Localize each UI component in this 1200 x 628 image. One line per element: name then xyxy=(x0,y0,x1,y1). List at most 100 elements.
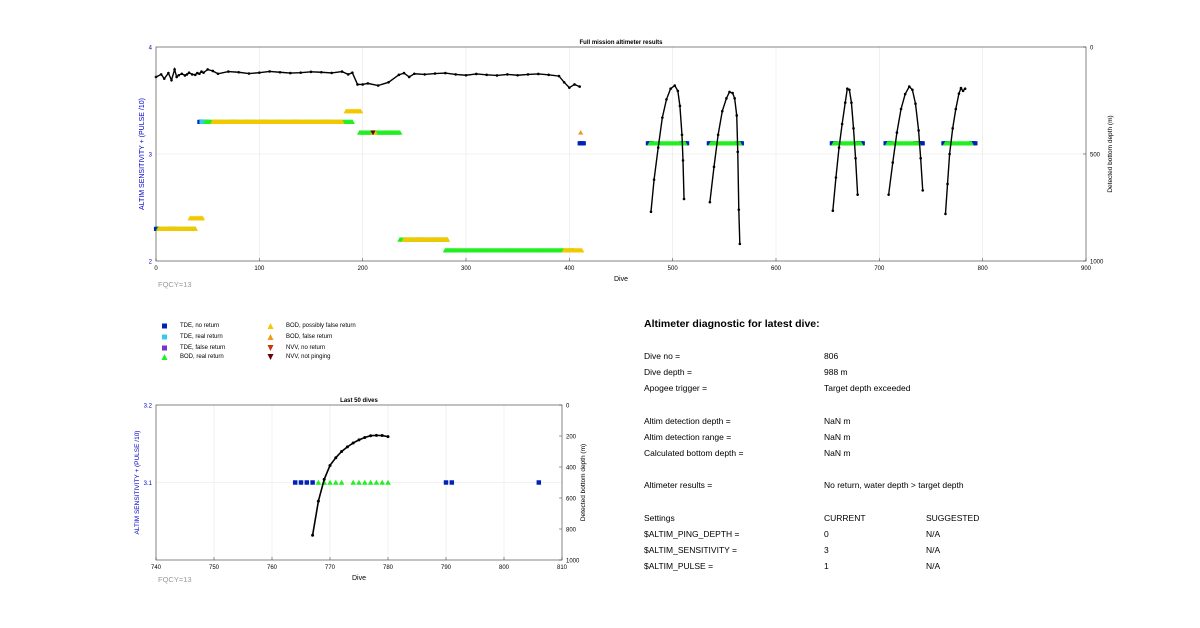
main-plot-ticks: 0 100 200 300 400 500 600 700 800 900 2 3 4 0 500 1000 xyxy=(149,46,1104,273)
bottom-depth-point xyxy=(159,73,163,76)
diagnostic-title: Altimeter diagnostic for latest dive: xyxy=(644,318,820,330)
legend-label: NVV, not pinging xyxy=(286,354,331,360)
bottom-depth-point xyxy=(961,89,965,93)
x-tick-label: 400 xyxy=(564,266,575,272)
calculated-bottom-label: Calculated bottom depth = xyxy=(644,448,744,458)
bottom-depth-point xyxy=(196,71,199,75)
ping-depth-row: $ALTIM_PING_DEPTH = 0 N/A xyxy=(644,529,1064,541)
data-marker xyxy=(858,140,864,146)
bottom-depth-point xyxy=(334,456,338,460)
bottom-depth-point xyxy=(957,92,961,95)
main-plot-data xyxy=(153,66,978,253)
bottom-depth-point xyxy=(725,97,728,100)
pulse-suggested: N/A xyxy=(926,561,941,571)
bottom-depth-point xyxy=(716,133,720,137)
bottom-depth-point xyxy=(911,88,914,92)
bottom-depth-point xyxy=(173,68,176,71)
bottom-depth-point xyxy=(919,156,922,160)
bottom-depth-point xyxy=(423,73,426,76)
ping-depth-label: $ALTIM_PING_DEPTH = xyxy=(644,529,740,539)
left-y-tick-label: 2 xyxy=(149,260,153,266)
x-tick-label: 760 xyxy=(267,565,278,571)
data-marker xyxy=(578,130,584,135)
data-marker xyxy=(304,480,310,485)
legend-item: BOD, false return xyxy=(264,333,332,341)
mini-plot-x-axis-label: Dive xyxy=(352,575,366,582)
legend-swatch-bod-real-return xyxy=(161,354,168,360)
bottom-depth-point xyxy=(454,73,457,76)
data-marker xyxy=(682,140,688,146)
data-marker xyxy=(292,480,298,485)
legend-item: NVV, no return xyxy=(264,344,325,352)
apogee-trigger-value: Target depth exceeded xyxy=(824,383,911,393)
data-marker xyxy=(737,140,743,146)
data-marker xyxy=(327,479,333,485)
legend-item: BOD, possibly false return xyxy=(264,322,356,330)
data-marker xyxy=(739,141,744,146)
bottom-depth-point xyxy=(407,75,411,79)
bottom-depth-point xyxy=(562,81,566,84)
bottom-depth-point xyxy=(848,88,851,92)
bottom-depth-point xyxy=(946,182,949,186)
x-tick-label: 780 xyxy=(383,565,394,571)
right-y-tick-label: 400 xyxy=(566,466,577,472)
bottom-depth-point xyxy=(376,84,380,87)
apogee-trigger-label: Apogee trigger = xyxy=(644,383,708,393)
right-y-tick-label: 500 xyxy=(1090,153,1101,159)
bottom-depth-point xyxy=(831,209,835,213)
bottom-depth-point xyxy=(351,441,355,445)
x-tick-label: 750 xyxy=(209,565,220,571)
bottom-depth-point xyxy=(526,73,530,76)
x-tick-label: 900 xyxy=(1081,266,1092,272)
legend-label: TDE, no return xyxy=(180,323,220,329)
mini-plot-fqcy-label: FQCY=13 xyxy=(158,575,192,584)
bottom-depth-point xyxy=(854,156,857,160)
bottom-depth-point xyxy=(170,78,173,82)
bottom-depth-point xyxy=(190,73,194,76)
x-tick-label: 100 xyxy=(254,266,265,272)
bottom-depth-point xyxy=(852,127,855,130)
bottom-depth-point xyxy=(733,97,736,100)
bottom-depth-point xyxy=(963,87,967,91)
bottom-depth-point xyxy=(402,71,406,75)
bottom-depth-point xyxy=(944,212,947,216)
bottom-depth-line xyxy=(650,84,685,212)
bottom-depth-point xyxy=(676,89,680,93)
pulse-label: $ALTIM_PULSE = xyxy=(644,561,714,571)
detection-depth-value: NaN m xyxy=(824,416,851,426)
bottom-depth-point xyxy=(397,73,401,77)
bottom-depth-point xyxy=(485,73,488,77)
bottom-depth-point xyxy=(322,477,326,481)
dive-depth-row: Dive depth = 988 m xyxy=(644,367,1064,379)
right-y-tick-label: 1000 xyxy=(1090,260,1104,266)
pulse-current: 1 xyxy=(824,561,829,571)
bottom-depth-point xyxy=(837,146,841,149)
legend-label: BOD, false return xyxy=(286,334,333,340)
right-y-tick-label: 600 xyxy=(566,497,577,503)
bottom-depth-point xyxy=(669,87,672,91)
left-y-tick-label: 3.2 xyxy=(144,404,153,410)
bottom-depth-point xyxy=(678,104,682,108)
x-tick-label: 600 xyxy=(771,266,782,272)
bottom-depth-line xyxy=(709,91,741,244)
data-marker xyxy=(356,479,362,485)
bottom-depth-point xyxy=(320,70,323,74)
bottom-depth-point xyxy=(578,85,581,88)
calculated-bottom-row: Calculated bottom depth = NaN m xyxy=(644,448,1064,460)
bottom-depth-point xyxy=(167,71,170,75)
bottom-depth-point xyxy=(175,75,178,79)
data-marker xyxy=(385,479,391,485)
data-marker xyxy=(338,479,345,485)
bottom-depth-point xyxy=(413,72,416,76)
legend-swatch-bod-possibly-false xyxy=(267,323,274,329)
settings-header-row: Settings CURRENT SUGGESTED xyxy=(644,513,1064,525)
bottom-depth-point xyxy=(299,71,302,74)
bottom-depth-point xyxy=(728,90,731,94)
bottom-depth-point xyxy=(387,81,390,84)
bottom-depth-point xyxy=(340,450,344,453)
dive-depth-value: 988 m xyxy=(824,367,848,377)
bottom-depth-point xyxy=(162,77,166,80)
bottom-depth-point xyxy=(652,178,656,181)
data-marker xyxy=(349,119,355,124)
